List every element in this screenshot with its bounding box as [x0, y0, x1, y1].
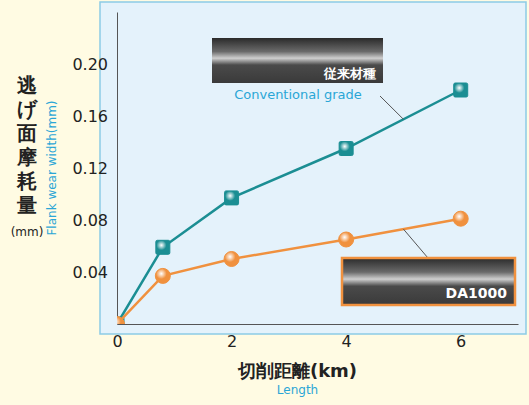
x-axis-title: 切削距離(km): [237, 360, 357, 381]
y-axis-unit: (mm): [11, 225, 44, 239]
x-tick: 2: [227, 324, 237, 351]
series-marker: [453, 211, 468, 226]
series-marker: [454, 83, 468, 97]
y-tick-label: 0.04: [72, 263, 108, 282]
y-tick: 0.16: [72, 107, 117, 126]
y-axis: 0.04 0.08 0.12 0.16 0.20: [72, 13, 117, 325]
x-tick: 0: [112, 324, 122, 351]
photo-box: [342, 258, 515, 305]
chart: 0 2 4 6 0.04 0.08 0.12 0.16 0.20 従来材種 Conventional…: [0, 0, 529, 405]
x-tick-label: 0: [112, 332, 122, 351]
leader-line: [403, 229, 428, 258]
plot-background: [100, 2, 526, 334]
x-tick: 4: [342, 324, 352, 351]
series-marker: [339, 142, 353, 156]
series-marker: [156, 240, 170, 254]
leader-line: [380, 96, 403, 119]
x-axis-title-en: Length: [277, 383, 318, 397]
y-axis-title-en: Flank wear width(mm): [45, 100, 59, 235]
series-marker: [224, 252, 239, 267]
series-marker: [117, 317, 125, 325]
annotations: 従来材種 Conventional grade DA1000: [212, 38, 515, 305]
series-marker: [339, 232, 354, 247]
y-tick-label: 0.12: [72, 159, 108, 178]
x-tick-label: 2: [227, 332, 237, 351]
x-tick-label: 4: [342, 332, 352, 351]
y-tick-label: 0.20: [72, 55, 108, 74]
series-label: DA1000: [446, 285, 508, 301]
x-tick-label: 6: [456, 332, 466, 351]
y-tick: 0.08: [72, 211, 117, 230]
x-axis: 0 2 4 6: [112, 324, 518, 351]
y-tick: 0.20: [72, 55, 117, 74]
y-axis-line: [117, 13, 118, 325]
y-tick: 0.12: [72, 159, 117, 178]
y-tick-label: 0.08: [72, 211, 108, 230]
y-tick: 0.04: [72, 263, 117, 282]
y-axis-title: 逃げ面摩耗量: [16, 73, 38, 217]
photo-box: [212, 38, 383, 83]
y-tick-label: 0.16: [72, 107, 108, 126]
series-label-en: Conventional grade: [234, 87, 362, 102]
x-tick: 6: [456, 324, 466, 351]
series-label: 従来材種: [323, 66, 376, 81]
series-marker: [155, 268, 170, 283]
x-axis-line: [118, 324, 519, 325]
series-marker: [225, 191, 239, 205]
